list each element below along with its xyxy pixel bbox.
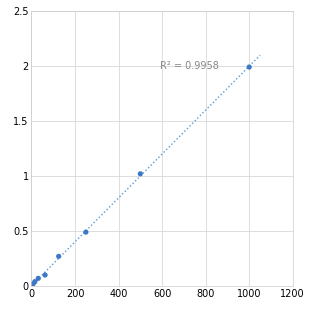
Point bbox=[83, 230, 88, 235]
Point bbox=[31, 281, 36, 286]
Point bbox=[247, 65, 252, 70]
Point bbox=[56, 254, 61, 259]
Point bbox=[138, 171, 143, 176]
Text: R² = 0.9958: R² = 0.9958 bbox=[160, 61, 219, 71]
Point bbox=[36, 276, 41, 281]
Point bbox=[29, 284, 34, 289]
Point bbox=[42, 273, 47, 278]
Point bbox=[30, 282, 35, 287]
Point bbox=[32, 279, 37, 284]
